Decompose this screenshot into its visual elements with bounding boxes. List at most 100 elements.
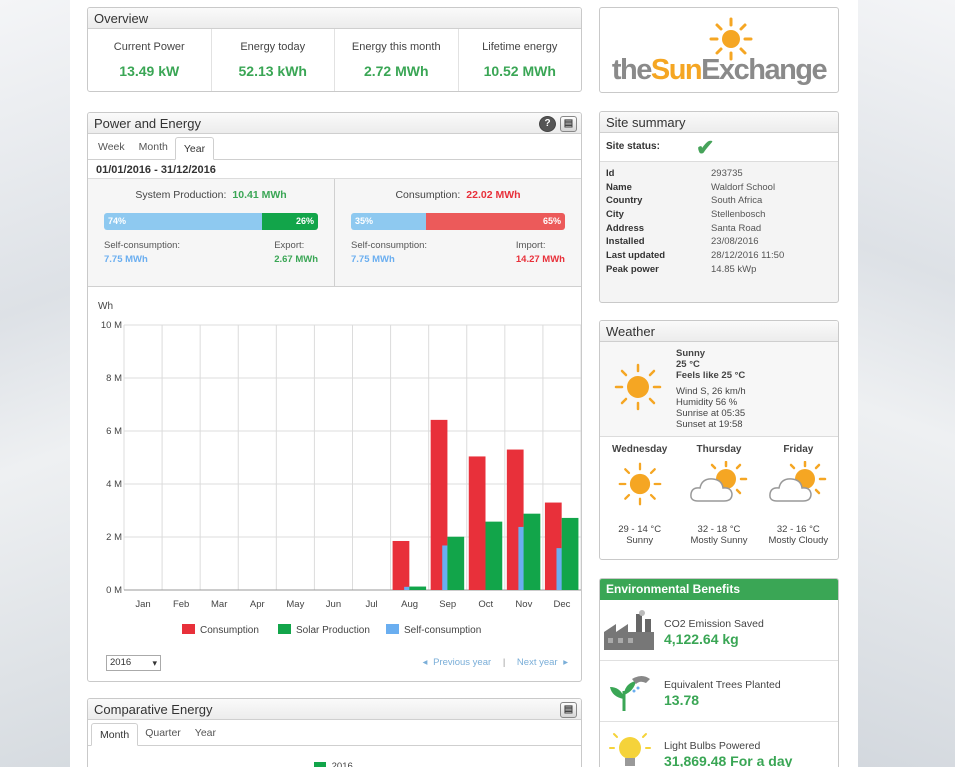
forecast-day: Thursday 32 - 18 °C Mostly Sunny [679,437,758,558]
weather-wind: Wind S, 26 km/h [676,386,746,397]
site-row-last-updated: Last updated 28/12/2016 11:50 [606,250,832,264]
x-tick-label: Dec [554,599,571,610]
y-tick-label: 8 M [106,373,122,384]
x-tick-label: Feb [173,599,189,610]
x-tick-label: Apr [250,599,265,610]
overview-value: 10.52 MWh [483,63,556,79]
weather-panel: Weather Sunny 25 °C Feels like 25 °C Win… [599,320,839,560]
overview-lifetime-energy: Lifetime energy 10.52 MWh [459,29,582,91]
forecast-day: Friday 32 - 16 °C Mostly Cloudy [759,437,838,558]
forecast-day: Wednesday 29 - 14 °C Sunny [600,437,679,558]
y-tick-label: 4 M [106,479,122,490]
overview-label: Current Power [113,41,185,53]
consumption-summary: Consumption: 22.02 MWh 35% 65% Self-consu… [335,179,581,286]
site-key: City [606,209,624,221]
env-co2-row: CO2 Emission Saved 4,122.64 kg [600,600,838,661]
site-key: Installed [606,236,645,248]
tab-year[interactable]: Year [174,137,215,160]
site-value: 28/12/2016 11:50 [711,250,785,262]
next-year-text: Next year [516,657,558,668]
overview-value: 2.72 MWh [363,63,429,79]
weather-sunrise: Sunrise at 05:35 [676,408,746,419]
production-label: System Production: [135,189,227,201]
legend-label: Consumption [200,625,259,636]
x-tick-label: Oct [478,599,493,610]
bar-solar-production [485,521,503,590]
site-status: Site status: ✔ [600,133,838,162]
x-tick-label: Jan [135,599,150,610]
export-icon[interactable]: ▤ [560,702,577,718]
production-export-bar: 26% [262,213,318,230]
legend-label: Self-consumption [404,625,481,636]
x-tick-label: May [286,599,304,610]
tab-month[interactable]: Month [91,723,139,746]
legend-swatch [182,624,195,634]
consumption-bar: 35% 65% [351,213,565,230]
overview-value: 52.13 kWh [238,63,307,79]
site-details: Id 293735 Name Waldorf School Country South… [600,162,838,284]
x-tick-label: Aug [401,599,418,610]
tab-month[interactable]: Month [138,141,168,153]
site-value: 14.85 kWp [711,263,757,275]
tab-quarter[interactable]: Quarter [145,727,181,739]
next-year-link[interactable]: Next year ▸ [516,657,568,668]
tree-icon [610,676,650,711]
sun-exchange-logo[interactable]: theSunExchange [609,15,829,85]
site-summary-title: Site summary [600,112,838,133]
overview-value: 13.49 kW [119,63,180,79]
nav-separator: | [502,657,506,668]
logo-sun-icon [709,17,753,61]
site-key: Country [606,195,643,207]
power-energy-title-text: Power and Energy [94,116,201,131]
environmental-benefits-title: Environmental Benefits [600,579,838,600]
consumption-self-consumption-bar: 35% [351,213,426,230]
production-bar: 74% 26% [104,213,318,230]
bar-self-consumption [556,548,565,590]
bar-self-consumption [442,545,451,590]
x-tick-label: Sep [439,599,456,610]
power-energy-panel: Power and Energy ? ▤ Week Month Year 01/… [87,112,582,682]
production-self-consumption-value: 7.75 MWh [104,254,148,265]
status-ok-icon: ✔ [696,135,715,160]
overview-panel: Overview Current Power 13.49 kW Energy t… [87,7,582,92]
bar-consumption [392,540,410,590]
forecast-condition: Mostly Cloudy [768,535,829,546]
production-self-consumption-bar: 74% [104,213,263,230]
weather-feels-like: Feels like 25 °C [676,370,746,381]
forecast-day-name: Friday [783,444,814,455]
tab-year[interactable]: Year [194,727,217,739]
year-select[interactable]: 2016 [106,655,161,671]
y-tick-label: 2 M [106,532,122,543]
consumption-self-consumption-label: Self-consumption: [351,240,428,251]
comparative-title: Comparative Energy ▤ [88,699,581,720]
env-label: Light Bulbs Powered [664,740,761,752]
forecast-temperature: 32 - 18 °C [697,524,741,535]
import-value: 14.27 MWh [515,254,565,265]
env-lightbulb-row: Light Bulbs Powered 31,869.48 For a day [600,722,838,767]
background-right [858,0,955,767]
logo-text-exchange: Exchange [701,54,828,86]
site-value: 23/08/2016 [711,236,759,248]
site-row-installed: Installed 23/08/2016 [606,236,832,250]
site-status-label: Site status: [606,141,660,152]
previous-year-link[interactable]: ◂ Previous year [422,657,492,668]
consumption-self-consumption-value: 7.75 MWh [351,254,395,265]
environmental-benefits-panel: Environmental Benefits CO2 Emission Save… [599,578,839,767]
env-value: 4,122.64 kg [664,631,739,647]
help-icon[interactable]: ? [539,116,556,132]
date-range: 01/01/2016 - 31/12/2016 [88,160,581,179]
y-axis-label: Wh [98,301,113,312]
x-tick-label: Jul [365,599,377,610]
background-left [0,0,70,767]
bar-solar-production [447,536,465,590]
x-tick-label: Jun [326,599,341,610]
site-row-address: Address Santa Road [606,223,832,237]
site-value: South Africa [711,195,763,207]
tab-week[interactable]: Week [98,141,125,153]
site-row-name: Name Waldorf School [606,182,832,196]
export-icon[interactable]: ▤ [560,116,577,132]
env-label: Equivalent Trees Planted [664,679,781,691]
energy-summary: System Production: 10.41 MWh 74% 26% Self… [88,179,581,287]
site-key: Address [606,222,645,234]
overview-current-power: Current Power 13.49 kW [88,29,212,91]
